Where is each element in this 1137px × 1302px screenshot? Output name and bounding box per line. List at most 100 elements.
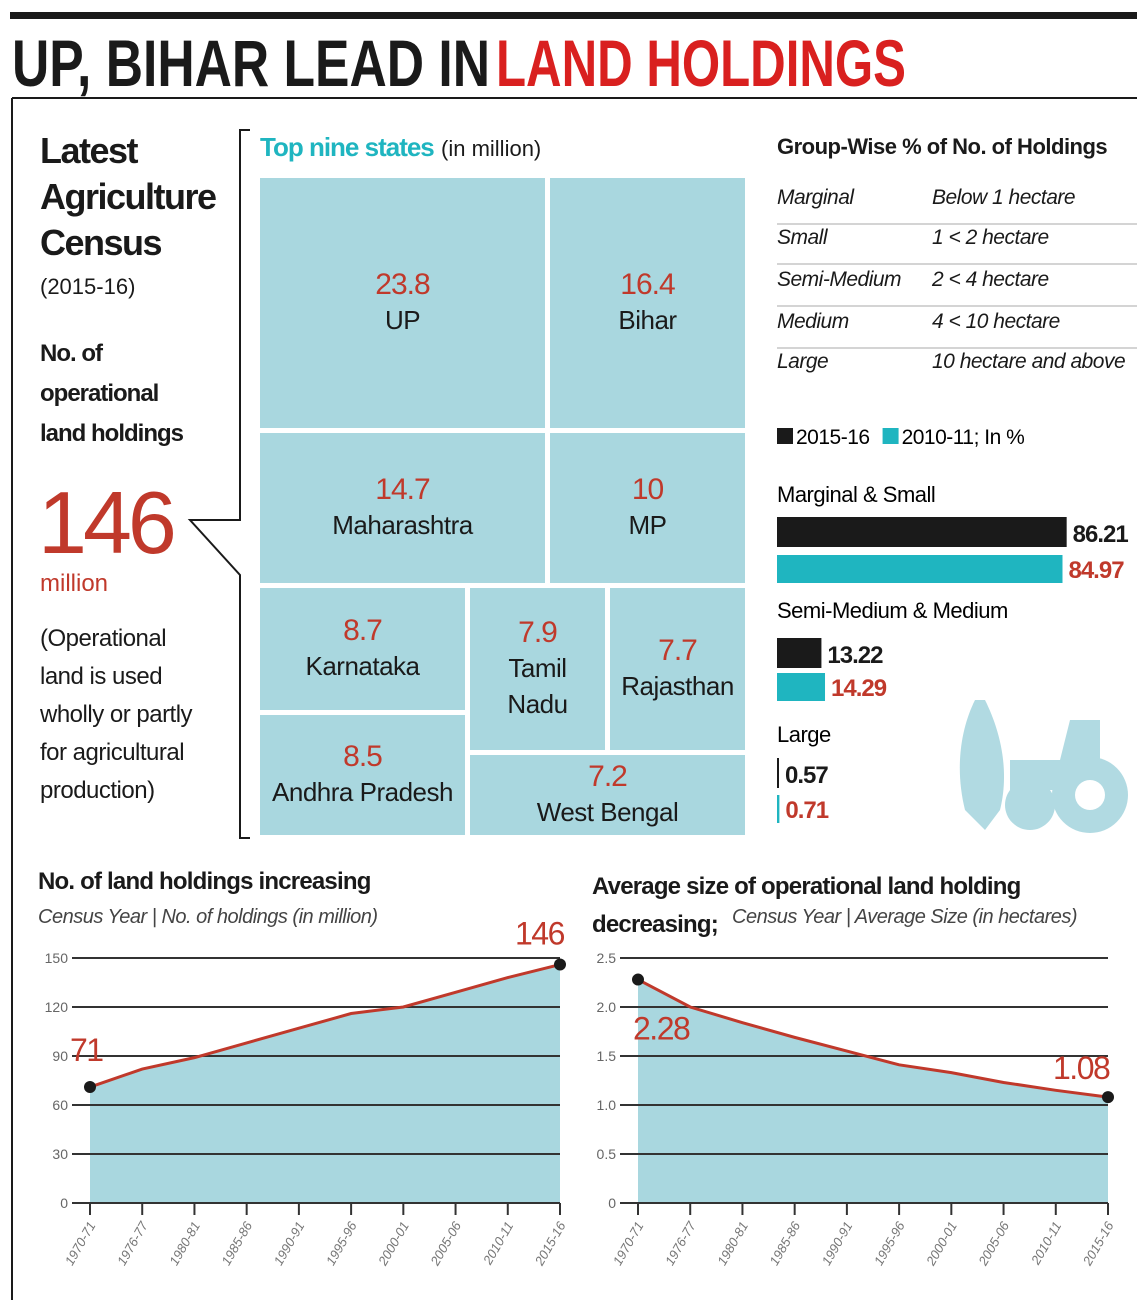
group-range: 1 < 2 hectare	[932, 226, 1049, 249]
treemap-label: Andhra Pradesh	[272, 777, 453, 807]
tractor-wheel	[1005, 780, 1055, 830]
group-range: 2 < 4 hectare	[932, 268, 1049, 291]
census-unit: million	[40, 570, 109, 597]
treemap-label: MP	[628, 510, 668, 540]
group-name: Medium	[777, 310, 849, 333]
treemap-value: 7.7	[658, 634, 698, 667]
x-tick-label: 2000-01	[923, 1219, 960, 1269]
treemap-heading: Top nine states (in million)	[260, 132, 541, 163]
y-tick-label: 0.5	[597, 1146, 617, 1162]
y-tick-label: 0	[60, 1195, 68, 1211]
group-name: Large	[777, 350, 829, 373]
point-label: 1.08	[1053, 1050, 1110, 1086]
line-chart-subtitle: Census Year | No. of holdings (in millio…	[38, 906, 378, 928]
y-tick-label: 90	[52, 1048, 68, 1064]
top-rule	[10, 12, 1137, 19]
x-tick-label: 1985-86	[218, 1218, 255, 1267]
bar	[777, 673, 826, 701]
x-tick-label: 2015-16	[1079, 1218, 1117, 1268]
x-tick-label: 1985-86	[766, 1218, 803, 1267]
census-heading: Latest Agriculture Census	[40, 130, 217, 263]
group-name: Marginal	[777, 186, 854, 209]
x-tick-label: 1976-77	[662, 1218, 699, 1267]
legend-label: 2010-11; In %	[902, 426, 1025, 449]
x-tick-label: 2015-16	[531, 1218, 569, 1268]
line-chart-title: No. of land holdings increasing	[38, 868, 371, 895]
line	[637, 978, 1109, 1099]
area	[638, 979, 1108, 1203]
x-tick-label: 1995-96	[871, 1218, 908, 1267]
x-tick-label: 1990-91	[819, 1219, 856, 1268]
legend-swatch	[777, 428, 793, 444]
census-year: (2015-16)	[40, 274, 136, 299]
frame	[11, 97, 1137, 1300]
end-point	[554, 958, 566, 971]
category-label: Large	[777, 722, 831, 747]
title-black: UP, BIHAR LEAD IN	[12, 26, 490, 100]
treemap-label: Bihar	[618, 305, 677, 335]
bar	[777, 555, 1063, 583]
x-tick-label: 1970-71	[62, 1219, 99, 1268]
group-range: 10 hectare and above	[932, 350, 1126, 373]
treemap-label: West Bengal	[536, 797, 679, 827]
treemap-value: 23.8	[375, 268, 430, 301]
census-label: No. of operational land holdings	[40, 340, 184, 447]
bar-value: 84.97	[1068, 557, 1124, 584]
treemap-value: 8.5	[343, 740, 383, 773]
end-point	[1102, 1091, 1114, 1104]
treemap-cell: 10 MP	[550, 433, 745, 583]
treemap-cell: 7.9 Tamil Nadu	[470, 588, 605, 750]
x-tick-label: 2005-06	[427, 1218, 465, 1268]
treemap-subtitle: (in million)	[441, 136, 542, 161]
treemap-value: 7.9	[518, 616, 558, 649]
tractor-hub	[1075, 780, 1105, 810]
group-name: Semi-Medium	[777, 268, 902, 291]
bar	[777, 758, 779, 788]
treemap-cell: 8.5 Andhra Pradesh	[260, 715, 465, 835]
line	[89, 963, 561, 1089]
bar-value: 14.29	[831, 675, 887, 702]
category-label: Semi-Medium & Medium	[777, 598, 1008, 623]
treemap-label: Tamil Nadu	[507, 653, 568, 719]
title-red: LAND HOLDINGS	[496, 26, 906, 100]
category-label: Marginal & Small	[777, 482, 935, 507]
treemap-label: Maharashtra	[332, 510, 473, 540]
line-chart-title: Average size of operational land holding…	[592, 873, 1021, 938]
treemap-label: UP	[384, 305, 421, 335]
legend-label: 2015-16	[796, 426, 870, 449]
x-tick-label: 1976-77	[114, 1218, 151, 1267]
group-range: Below 1 hectare	[932, 186, 1076, 209]
treemap-label: Rajasthan	[621, 671, 734, 701]
y-tick-label: 120	[45, 999, 69, 1015]
treemap-title: Top nine states	[260, 132, 435, 162]
bar-value: 13.22	[827, 642, 883, 669]
treemap-value: 10	[631, 473, 664, 506]
group-name: Small	[777, 226, 828, 249]
end-point	[84, 1081, 96, 1094]
treemap-value: 8.7	[343, 614, 383, 647]
wheat-icon	[959, 700, 1005, 830]
treemap-value: 7.2	[588, 760, 628, 793]
census-number: 146	[38, 473, 177, 572]
bar	[777, 795, 780, 823]
y-tick-label: 0	[608, 1195, 616, 1211]
end-point	[632, 973, 644, 986]
point-label: 71	[70, 1032, 103, 1068]
y-tick-label: 60	[52, 1097, 68, 1113]
bar-value: 0.57	[785, 762, 828, 789]
area	[90, 964, 560, 1203]
y-tick-label: 2.0	[597, 999, 617, 1015]
group-range: 4 < 10 hectare	[932, 310, 1060, 333]
treemap-cell: 7.7 Rajasthan	[610, 588, 745, 750]
x-tick-label: 2000-01	[375, 1219, 412, 1269]
x-tick-label: 2005-06	[975, 1218, 1013, 1268]
line-chart-subtitle: Census Year | Average Size (in hectares)	[732, 906, 1078, 928]
farm-icons	[959, 700, 1128, 833]
bar	[777, 638, 822, 668]
treemap-cell: 23.8 UP	[260, 178, 545, 428]
point-label: 146	[515, 916, 565, 952]
y-tick-label: 30	[52, 1146, 68, 1162]
treemap-cell: 16.4 Bihar	[550, 178, 745, 428]
